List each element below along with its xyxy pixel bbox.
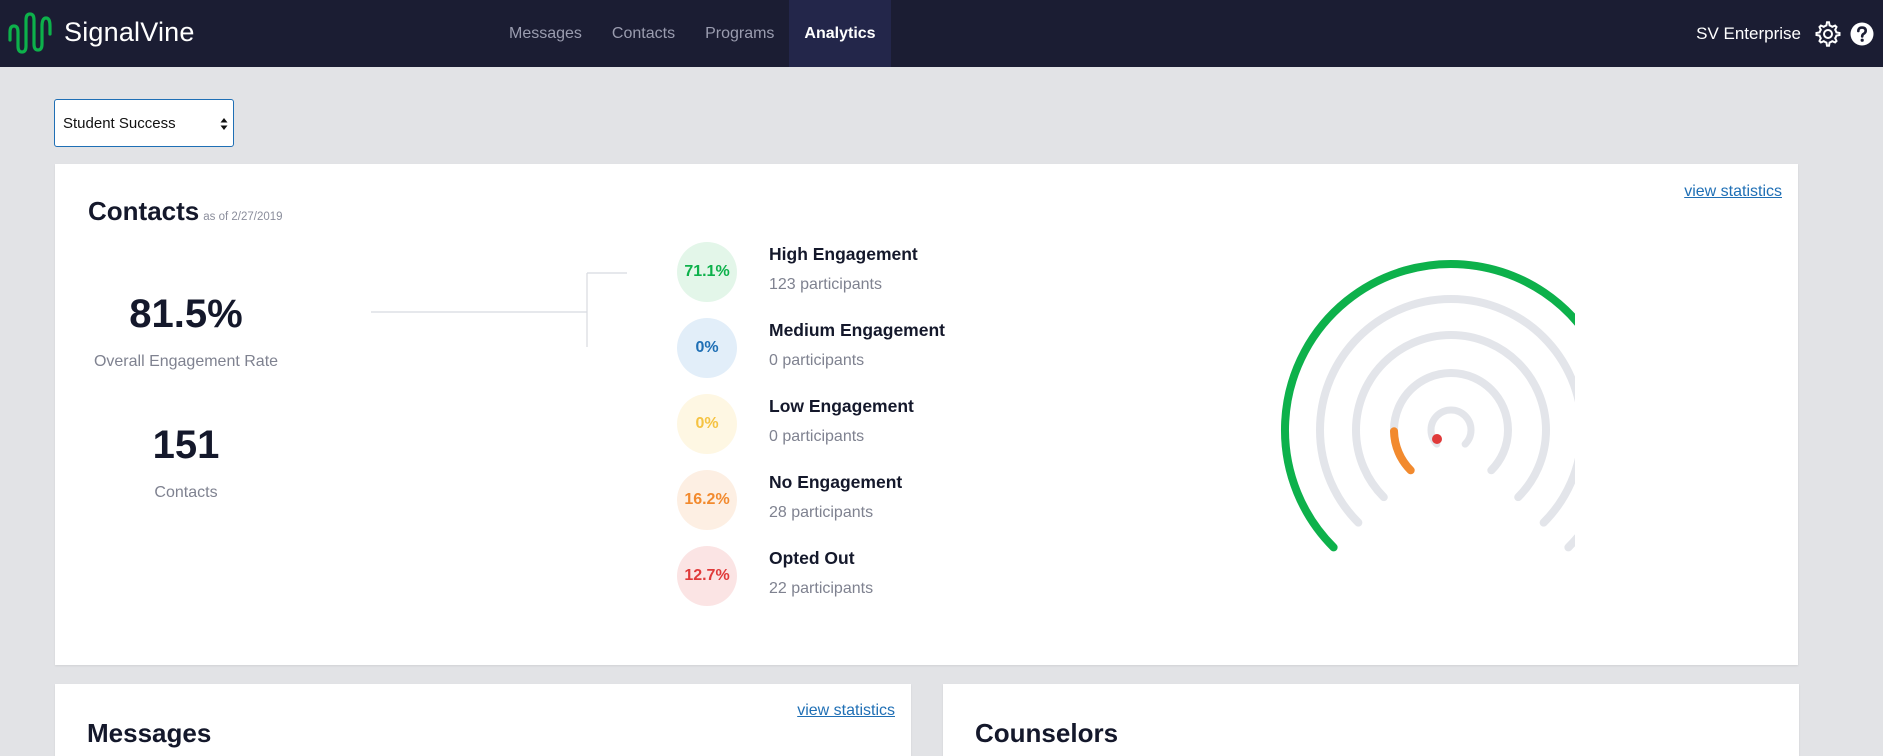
gear-icon — [1815, 20, 1841, 47]
segment-connector-lines — [371, 272, 627, 347]
nav-item-messages[interactable]: Messages — [509, 24, 582, 42]
segment-high-name: High Engagement — [769, 244, 918, 264]
engagement-rate-label: Overall Engagement Rate — [93, 353, 279, 370]
segment-medium-name: Medium Engagement — [769, 320, 945, 340]
nav-item-analytics[interactable]: Analytics — [789, 0, 891, 67]
main-nav: Messages Contacts Programs Analytics — [494, 0, 891, 67]
ring-arc-high — [1281, 260, 1575, 552]
segment-low-count: 0 participants — [769, 428, 865, 445]
counselors-card: Counselors — [943, 684, 1799, 756]
contacts-view-statistics-link[interactable]: view statistics — [1684, 183, 1782, 200]
messages-card-title: Messages — [87, 718, 212, 748]
contacts-count-label: Contacts — [154, 484, 218, 501]
top-navigation-bar: SignalVine Messages Contacts Programs An… — [0, 0, 1883, 67]
segment-none-name: No Engagement — [769, 472, 903, 492]
ring-track-medium — [1316, 295, 1575, 527]
as-of-date: as of 2/27/2019 — [203, 211, 283, 223]
segment-low-badge: 0% — [677, 394, 737, 454]
ring-track-low — [1352, 331, 1550, 502]
segment-high: 71.1% High Engagement 123 participants — [677, 242, 1077, 306]
settings-button[interactable] — [1813, 19, 1843, 49]
contacts-card: Contacts as of 2/27/2019 view statistics … — [55, 164, 1798, 665]
nav-item-contacts[interactable]: Contacts — [611, 24, 676, 42]
program-select[interactable]: Student Success — [54, 99, 234, 147]
segment-none-count: 28 participants — [769, 504, 874, 521]
segment-medium-badge: 0% — [677, 318, 737, 378]
help-icon — [1850, 22, 1874, 45]
contacts-count-value: 151 — [152, 423, 220, 467]
up-down-arrows-icon — [220, 118, 228, 130]
ring-track-none — [1390, 369, 1512, 475]
segment-high-count: 123 participants — [769, 276, 882, 293]
ring-track-high — [1281, 260, 1575, 552]
contacts-card-title: Contacts as of 2/27/2019 — [88, 196, 283, 227]
segment-medium: 0% Medium Engagement 0 participants — [677, 318, 1077, 382]
ring-track-opted-out — [1427, 406, 1475, 448]
segment-opted-out-name: Opted Out — [769, 548, 855, 568]
segment-high-badge: 71.1% — [677, 242, 737, 302]
help-button[interactable] — [1847, 19, 1877, 49]
messages-card: Messages view statistics — [55, 684, 911, 756]
segment-opted-out: 12.7% Opted Out 22 participants — [677, 546, 1077, 610]
segment-low-name: Low Engagement — [769, 396, 914, 416]
brand-logo[interactable]: SignalVine — [8, 10, 195, 54]
nav-item-programs[interactable]: Programs — [705, 24, 775, 42]
contacts-title: Contacts — [88, 196, 200, 226]
segment-none: 16.2% No Engagement 28 participants — [677, 470, 1077, 534]
engagement-rings-chart — [1281, 260, 1575, 552]
brand-name: SignalVine — [64, 16, 195, 47]
ring-marker-opted-out — [1432, 434, 1442, 444]
counselors-card-title: Counselors — [975, 718, 1119, 748]
segment-opted-out-count: 22 participants — [769, 580, 874, 597]
ring-arc-none — [1390, 427, 1415, 475]
segment-low: 0% Low Engagement 0 participants — [677, 394, 1077, 458]
segment-opted-out-badge: 12.7% — [677, 546, 737, 606]
program-select-value: Student Success — [63, 114, 176, 132]
segment-medium-count: 0 participants — [769, 352, 865, 369]
messages-view-statistics-link[interactable]: view statistics — [797, 702, 895, 719]
segment-none-badge: 16.2% — [677, 470, 737, 530]
engagement-rate-value: 81.5% — [129, 292, 243, 336]
org-area: SV Enterprise — [1696, 0, 1883, 67]
signal-wave-logo-icon — [8, 12, 52, 54]
org-name[interactable]: SV Enterprise — [1696, 23, 1801, 43]
